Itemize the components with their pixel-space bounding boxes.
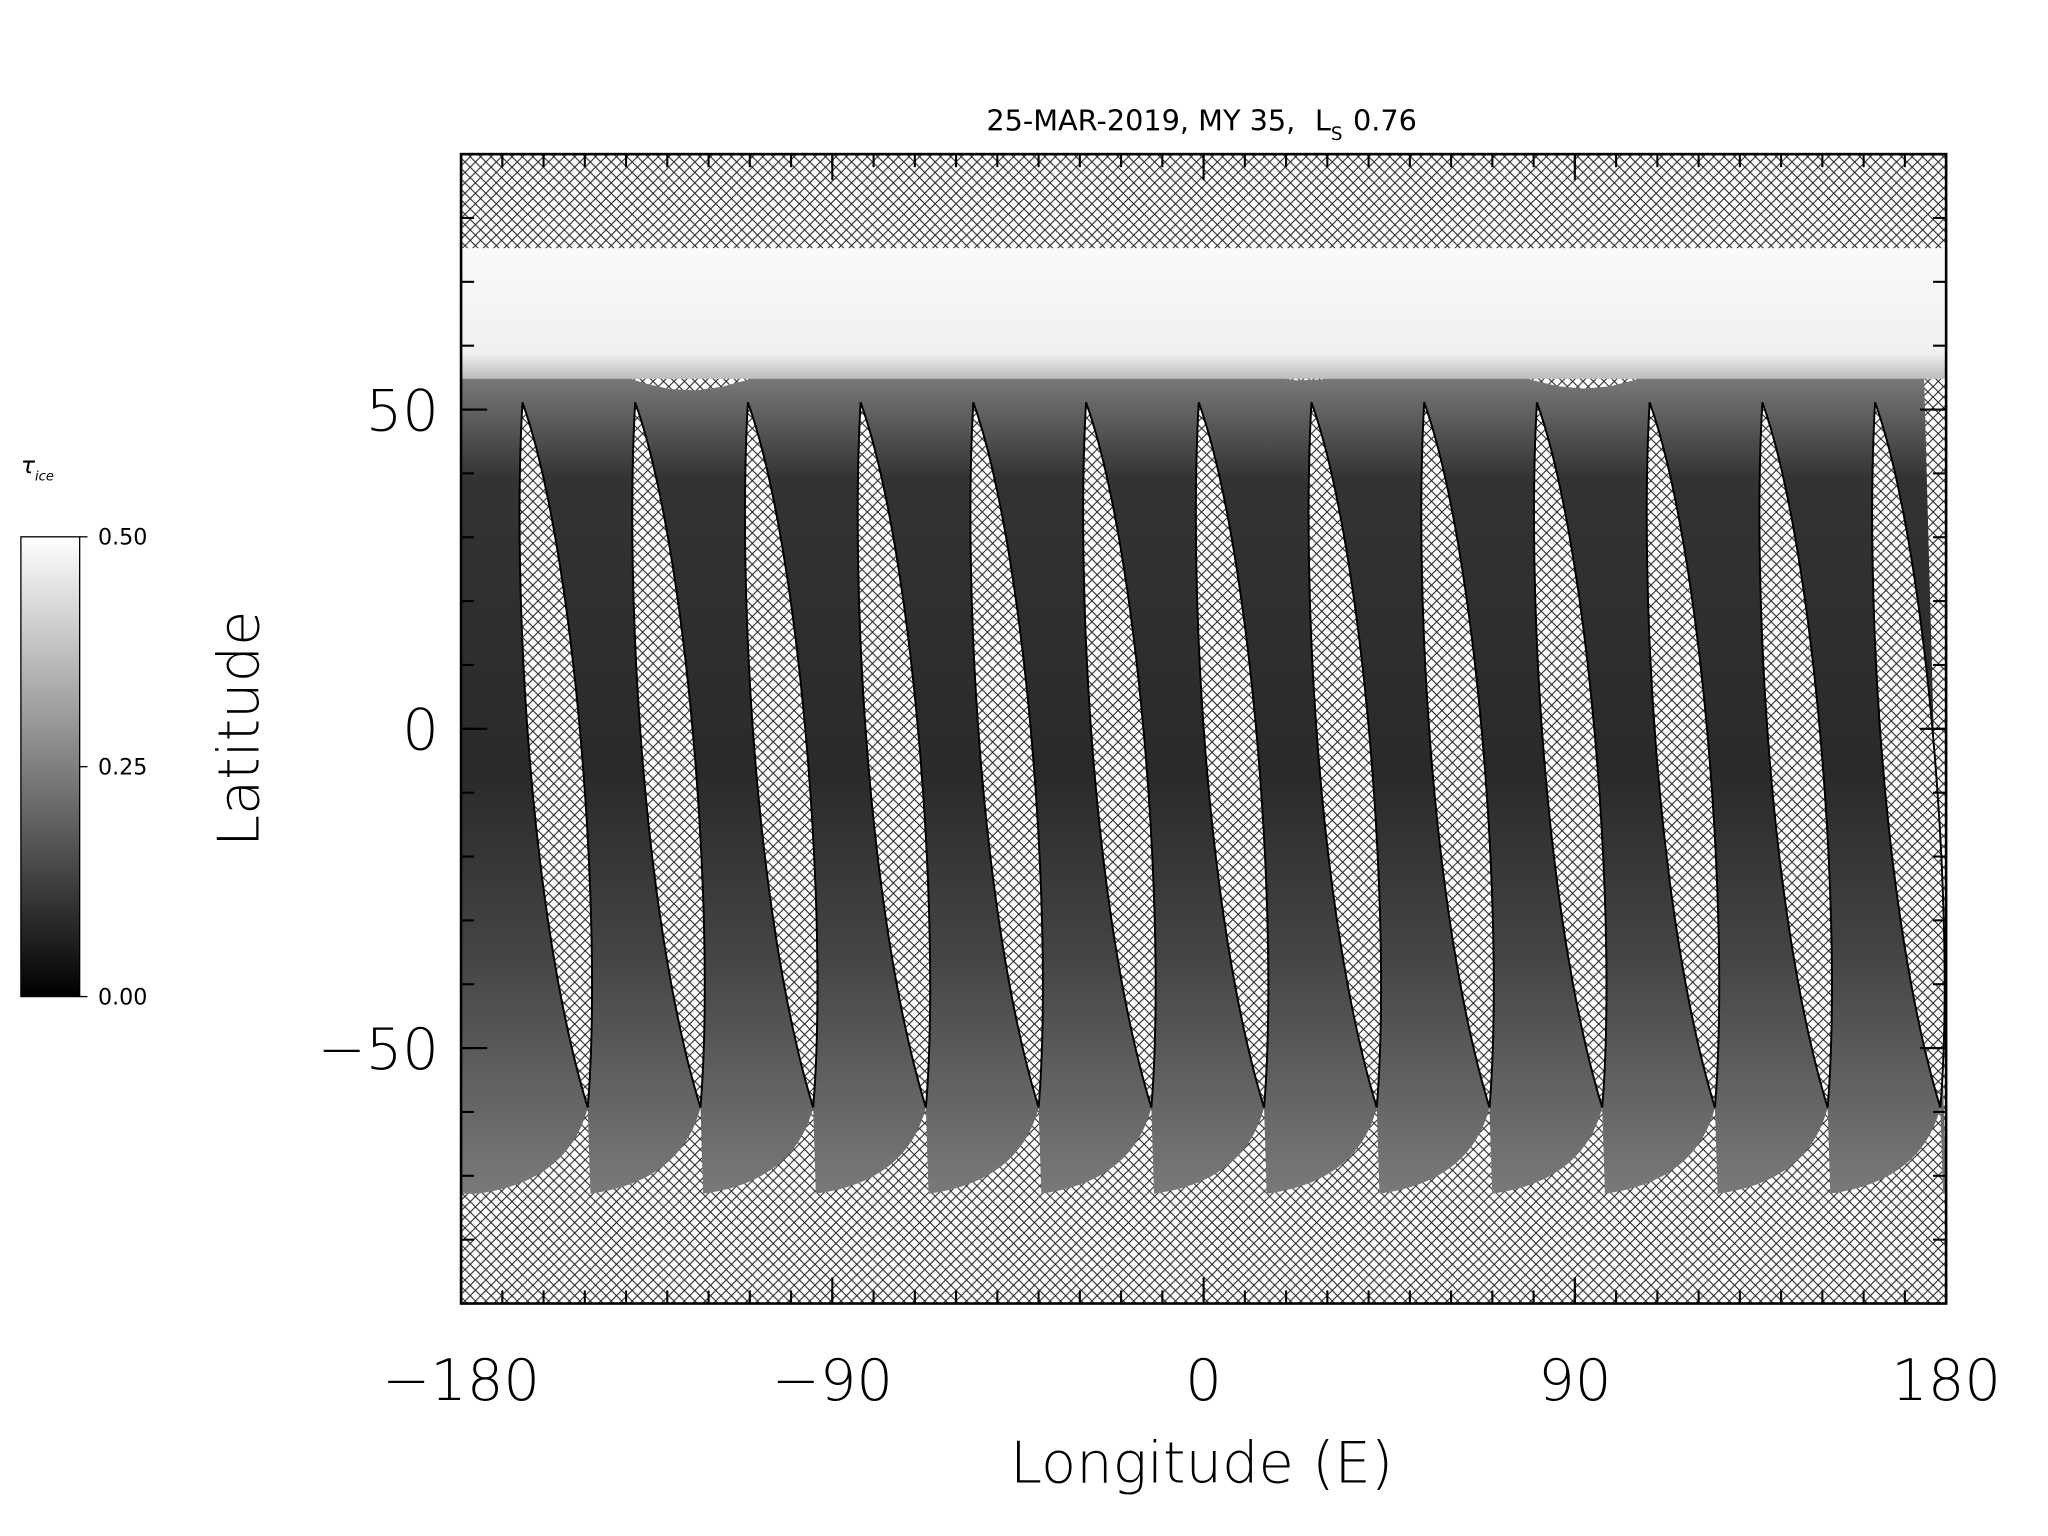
y-tick-label: −50: [318, 1016, 439, 1083]
y-axis-label: Latitude: [206, 611, 273, 847]
orbit-gap-bottom: [589, 1107, 704, 1194]
orbit-gap-bottom: [1265, 1107, 1380, 1194]
orbit-gap-bottom: [814, 1107, 929, 1194]
colorbar-tick-label: 0.00: [98, 984, 147, 1010]
chart-title: 25-MAR-2019, MY 35, LS 0.76: [986, 104, 1417, 145]
orbit-gap-bottom: [1040, 1107, 1154, 1194]
x-tick-label: −180: [382, 1347, 540, 1414]
colorbar-label: τice: [21, 451, 54, 485]
x-tick-label: 180: [1891, 1347, 2001, 1414]
orbit-gap-bottom: [702, 1107, 816, 1194]
orbit-gap-bottom: [927, 1107, 1042, 1194]
colorbar-tick-label: 0.50: [98, 525, 147, 551]
y-tick-label: 50: [366, 377, 439, 444]
orbit-gap-bottom: [1491, 1107, 1605, 1194]
colorbar: [20, 536, 81, 998]
orbit-gap-bottom: [1829, 1107, 1943, 1194]
colorbar-tick-label: 0.25: [98, 755, 147, 781]
x-axis-label: Longitude (E): [1010, 1429, 1393, 1496]
x-tick-label: 90: [1538, 1347, 1611, 1414]
y-tick-label: 0: [402, 697, 439, 764]
x-tick-label: 0: [1185, 1347, 1222, 1414]
map-image: [461, 154, 1947, 1304]
orbit-gap-bottom: [1378, 1107, 1493, 1194]
x-tick-label: −90: [772, 1347, 893, 1414]
orbit-gap-bottom: [1603, 1107, 1718, 1194]
orbit-gap-bottom: [1153, 1107, 1267, 1194]
orbit-gap-bottom: [476, 1107, 591, 1194]
orbit-gap-bottom: [1716, 1107, 1831, 1194]
